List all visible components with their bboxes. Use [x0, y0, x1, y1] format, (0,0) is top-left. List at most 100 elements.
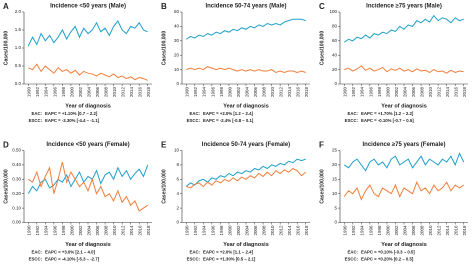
y-axis-label: Cases/100,000	[161, 169, 167, 203]
y-tick-label: 50	[174, 9, 180, 14]
x-tick-label: 2012	[437, 87, 442, 98]
x-tick-label: 2008	[261, 87, 266, 98]
series-line	[27, 164, 149, 194]
y-tick-label: 2.0	[15, 9, 22, 14]
x-axis-label: Year of diagnosis	[65, 242, 111, 248]
y-tick-label: 8	[176, 162, 179, 167]
y-tick-label: 1.5	[15, 27, 22, 32]
x-tick-label: 2014	[129, 87, 134, 98]
y-tick-label: 0.40	[12, 162, 21, 167]
x-tick-label: 1994	[44, 87, 49, 98]
series-line	[27, 161, 149, 212]
chart-title: Incidence ≥75 years (Male)	[366, 4, 442, 10]
x-tick-label: 1992	[351, 87, 356, 98]
y-axis-label: Cases/100,000	[161, 31, 167, 65]
x-tick-label: 2012	[121, 225, 126, 236]
x-tick-label: 2016	[296, 87, 301, 98]
y-tick-label: 10	[332, 191, 338, 196]
x-tick-label: 2010	[428, 225, 433, 236]
series-line	[185, 158, 306, 187]
panel: E Incidence 50-74 years (Female) Cases/100…	[161, 141, 310, 262]
y-tick-label: 0	[176, 81, 179, 86]
x-tick-label: 1994	[202, 87, 207, 98]
y-tick-label: 4	[176, 191, 179, 196]
x-tick-label: 2014	[445, 225, 450, 236]
x-tick-label: 1992	[35, 87, 40, 98]
x-axis-label: Year of diagnosis	[381, 242, 427, 248]
x-tick-label: 2018	[146, 87, 151, 98]
x-tick-label: 2018	[146, 225, 151, 236]
x-tick-label: 1998	[61, 87, 66, 98]
series-line	[185, 18, 306, 40]
x-tick-label: 1998	[61, 225, 66, 236]
y-tick-label: 25	[332, 148, 338, 153]
x-axis-label: Year of diagnosis	[223, 103, 269, 109]
x-tick-label: 2004	[402, 225, 407, 236]
y-tick-label: 0.50	[12, 148, 21, 153]
x-tick-label: 2012	[279, 87, 284, 98]
y-tick-label: 100	[329, 9, 337, 14]
legend-name: EAC:	[189, 111, 200, 116]
x-tick-label: 2002	[236, 225, 241, 236]
chart-title: Incidence 50-74 years (Female)	[202, 142, 290, 148]
legend-name: ESCC:	[29, 118, 43, 123]
series-line	[27, 20, 148, 47]
y-tick-label: 0.5	[15, 63, 22, 68]
legend-name: EAC:	[189, 250, 200, 255]
y-tick-label: 40	[174, 24, 180, 29]
x-tick-label: 2006	[411, 87, 416, 98]
x-tick-label: 2014	[129, 225, 134, 236]
y-tick-label: 20	[174, 52, 180, 57]
y-tick-label: 6	[176, 176, 179, 181]
series-line	[28, 63, 148, 81]
legend-name: ESCC:	[345, 118, 359, 123]
chart-title: Incidence 50-74 years (Male)	[205, 4, 286, 10]
legend-name: EAC:	[31, 111, 42, 116]
x-tick-label: 2006	[253, 87, 258, 98]
panel: B Incidence 50-74 years (Male) Cases/100,0…	[161, 2, 310, 123]
x-tick-label: 2000	[227, 87, 232, 98]
x-tick-label: 2010	[112, 225, 117, 236]
series-line	[186, 66, 306, 74]
y-tick-label: 15	[332, 176, 338, 181]
x-tick-label: 2000	[227, 225, 232, 236]
y-tick-label: 20	[332, 67, 338, 72]
y-tick-label: 2	[176, 205, 179, 210]
x-tick-label: 1992	[35, 225, 40, 236]
x-tick-label: 2008	[103, 87, 108, 98]
panel-letter: F	[319, 141, 324, 150]
x-tick-label: 2008	[103, 225, 108, 236]
legend-eapc: EAPC = +0.20% [0.2 – 0.5]	[361, 257, 414, 262]
x-tick-label: 2010	[270, 225, 275, 236]
x-tick-label: 1992	[351, 225, 356, 236]
y-tick-label: 30	[174, 38, 180, 43]
x-tick-label: 1990	[27, 225, 32, 236]
panel-letter: E	[161, 141, 167, 150]
y-axis-label: Cases/100,000	[3, 31, 9, 65]
x-tick-label: 1994	[360, 225, 365, 236]
x-tick-label: 1998	[377, 87, 382, 98]
series-line	[344, 65, 464, 74]
legend-eapc: EAPC = -2.4% [-0.8 – 0.1]	[203, 118, 254, 123]
x-tick-label: 2016	[138, 87, 143, 98]
x-tick-label: 2018	[304, 87, 309, 98]
legend-name: ESCC:	[345, 257, 359, 262]
x-tick-label: 1992	[193, 87, 198, 98]
legend-eapc: EAPC = +1.70% [1.2 – 2.2]	[361, 111, 414, 116]
legend-eapc: EAPC = +2.0% [1.2 – 2.4]	[203, 111, 253, 116]
chart-title: Incidence <50 years (Female)	[46, 142, 129, 148]
y-tick-label: 0	[176, 220, 179, 225]
legend-eapc: EAPC = -3.30% [-4.4 – -1.1]	[45, 118, 100, 123]
legend-eapc: EAPC = +1.30% [0.5 – 2.1]	[203, 257, 256, 262]
x-tick-label: 2000	[69, 225, 74, 236]
x-tick-label: 2006	[95, 225, 100, 236]
y-axis-label: Cases/100,000	[319, 169, 325, 203]
chart-title: Incidence <50 years (Male)	[50, 4, 126, 10]
y-tick-label: 60	[332, 38, 338, 43]
panel-letter: C	[319, 2, 325, 11]
x-tick-label: 1990	[343, 225, 348, 236]
panel-letter: B	[161, 2, 167, 11]
y-tick-label: 0.30	[12, 176, 21, 181]
x-tick-label: 1990	[185, 87, 190, 98]
x-tick-label: 2010	[270, 87, 275, 98]
